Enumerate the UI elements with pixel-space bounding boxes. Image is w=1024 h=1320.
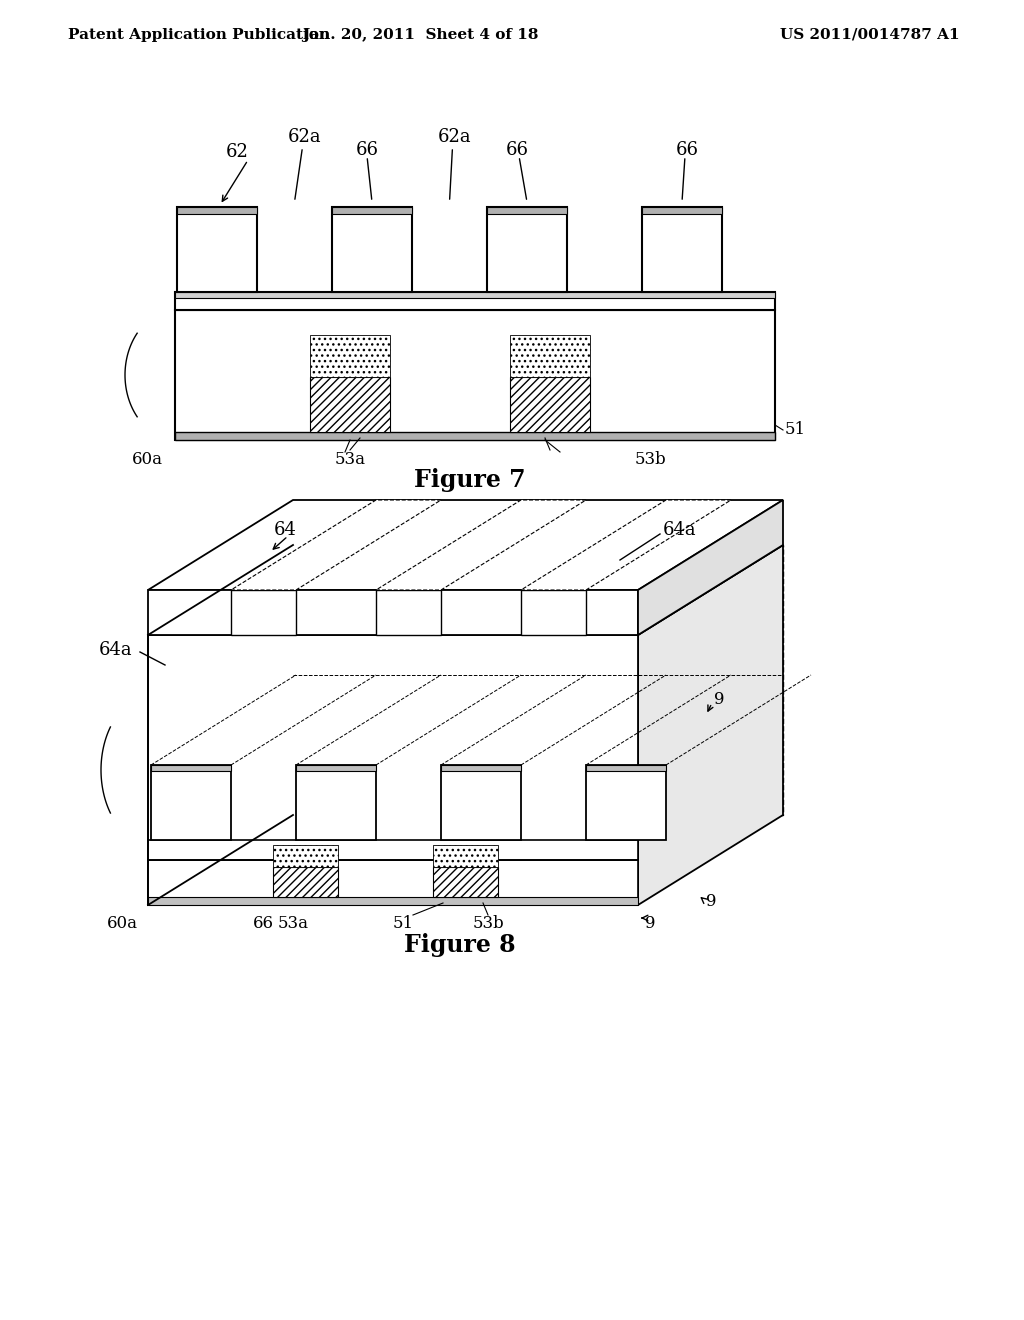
Text: Figure 8: Figure 8	[404, 933, 516, 957]
Bar	[642, 207, 722, 292]
Text: 53b: 53b	[634, 451, 666, 469]
Bar	[642, 207, 722, 214]
Text: 53b: 53b	[472, 915, 504, 932]
Polygon shape	[148, 545, 783, 635]
Bar	[177, 207, 257, 292]
Bar	[296, 766, 376, 771]
Text: 9: 9	[706, 894, 717, 911]
Polygon shape	[638, 545, 783, 906]
Text: 66: 66	[506, 141, 528, 158]
Bar	[586, 766, 666, 771]
Bar	[510, 378, 590, 432]
Polygon shape	[376, 500, 586, 590]
Text: Figure 7: Figure 7	[414, 469, 525, 492]
Text: 62a: 62a	[288, 128, 322, 147]
Bar	[441, 766, 521, 771]
Bar	[441, 766, 521, 840]
Bar	[310, 378, 390, 432]
Text: 9: 9	[645, 915, 655, 932]
Bar	[521, 590, 586, 635]
Bar	[487, 207, 567, 214]
Bar	[175, 432, 775, 440]
Text: 66: 66	[676, 141, 698, 158]
Text: 60a: 60a	[106, 915, 138, 932]
Text: 64a: 64a	[98, 642, 132, 659]
Text: 53a: 53a	[278, 915, 308, 932]
Bar	[433, 867, 498, 898]
Polygon shape	[148, 590, 638, 635]
Text: 66: 66	[355, 141, 379, 158]
Bar	[177, 207, 257, 214]
Bar	[151, 766, 231, 771]
Text: US 2011/0014787 A1: US 2011/0014787 A1	[780, 28, 959, 42]
Bar	[273, 867, 338, 898]
Bar	[175, 310, 775, 440]
Bar	[148, 898, 638, 906]
Text: 53a: 53a	[335, 451, 366, 469]
Bar	[586, 766, 666, 840]
Polygon shape	[293, 545, 783, 814]
Bar	[310, 335, 390, 378]
Bar	[332, 207, 412, 292]
Bar	[151, 766, 231, 840]
Text: 62a: 62a	[437, 128, 471, 147]
Text: 9: 9	[714, 692, 725, 709]
Bar	[487, 207, 567, 292]
Bar	[296, 766, 376, 840]
Text: 51: 51	[784, 421, 806, 438]
Bar	[376, 590, 441, 635]
Polygon shape	[148, 635, 638, 906]
Text: 64: 64	[273, 521, 296, 539]
Bar	[510, 335, 590, 378]
Polygon shape	[638, 500, 783, 635]
Text: Patent Application Publication: Patent Application Publication	[68, 28, 330, 42]
Polygon shape	[521, 500, 731, 590]
Bar	[433, 845, 498, 867]
Bar	[148, 861, 638, 906]
Bar	[175, 292, 775, 310]
Text: 60a: 60a	[131, 451, 163, 469]
Text: Jan. 20, 2011  Sheet 4 of 18: Jan. 20, 2011 Sheet 4 of 18	[302, 28, 539, 42]
Text: 62: 62	[225, 143, 249, 161]
Text: 51: 51	[392, 915, 414, 932]
Bar	[273, 845, 338, 867]
Bar	[332, 207, 412, 214]
Text: 66: 66	[253, 915, 273, 932]
Polygon shape	[231, 500, 441, 590]
Bar	[175, 292, 775, 298]
Bar	[148, 840, 638, 861]
Polygon shape	[148, 500, 783, 590]
Text: 64a: 64a	[664, 521, 696, 539]
Bar	[231, 590, 296, 635]
